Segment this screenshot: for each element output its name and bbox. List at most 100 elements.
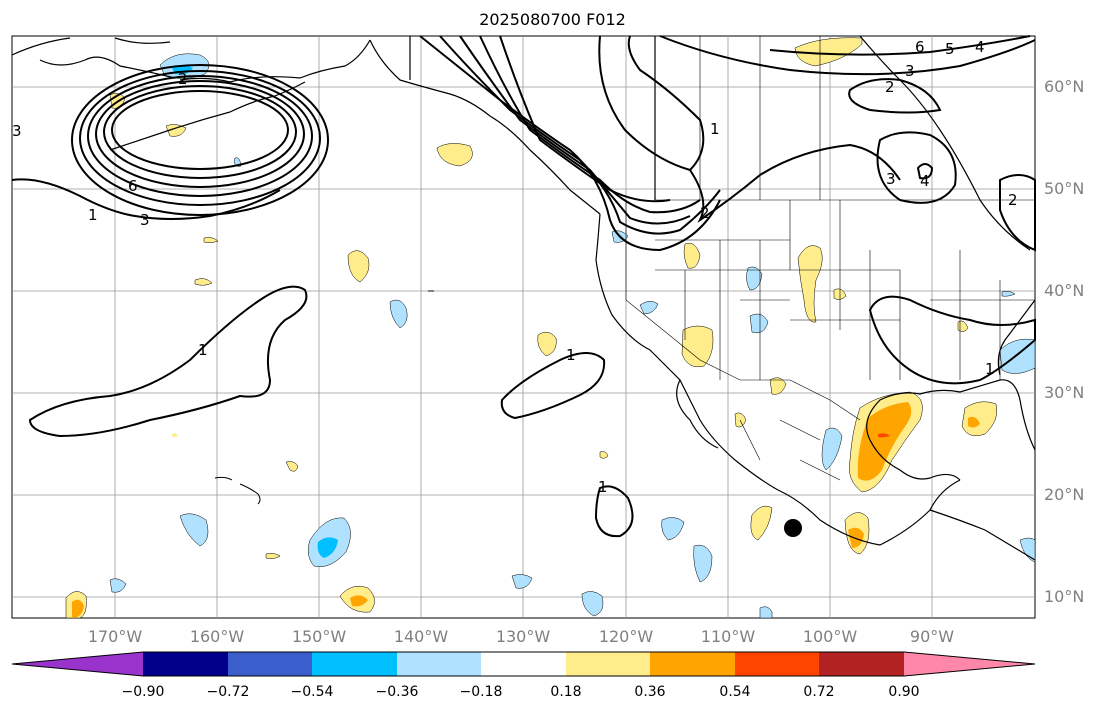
contour-trough-5 [499, 35, 671, 203]
colorbar [11, 651, 1036, 677]
contour-atlantic [999, 174, 1036, 252]
coast-siberia [11, 37, 171, 56]
shade-neg [1001, 291, 1016, 297]
islands [214, 290, 434, 505]
shade-pos [537, 331, 557, 357]
coast-alaska-gulf [369, 39, 601, 215]
shade-neg [661, 517, 685, 541]
lat-label: 20°N [1044, 485, 1085, 504]
coast-central-america [929, 509, 1036, 561]
shade-neg-core [317, 537, 338, 558]
contour-canada-2 [848, 78, 942, 114]
anomaly-shading [65, 37, 1036, 619]
shade-neg [749, 313, 769, 334]
contour-label: 3 [12, 122, 22, 140]
coast-alaska-west [179, 39, 371, 83]
colorbar-bin [650, 652, 735, 676]
contour-label: 6 [128, 177, 138, 195]
contour-2 [79, 70, 321, 206]
mexico-state-lines [739, 419, 841, 481]
colorbar-tick-label: 0.90 [888, 684, 920, 700]
coastlines [11, 35, 1036, 561]
colorbar-tick-label: 0.18 [550, 684, 582, 700]
shade-pos [203, 237, 219, 244]
colorbar-tick-label: −0.36 [375, 684, 419, 700]
colorbar-tick-label: −0.18 [459, 684, 503, 700]
shade-pos [172, 433, 178, 437]
contour-north-2 [769, 35, 1031, 56]
colorbar-tick-label: −0.72 [206, 684, 250, 700]
contour-label: 1 [198, 341, 208, 359]
border-us-mexico [625, 200, 861, 421]
graticule [12, 36, 1035, 618]
shade-pos [165, 124, 187, 137]
contour-label: 2 [1008, 191, 1018, 209]
contour-label: 2 [885, 78, 895, 96]
lon-label: 130°W [495, 627, 551, 646]
contour-trough-3 [459, 35, 691, 225]
coast-hudson [859, 35, 1031, 251]
lon-label: 110°W [700, 627, 756, 646]
shade-pos [194, 278, 213, 286]
contour-label: 4 [975, 38, 985, 56]
colorbar-tick-label: 0.54 [719, 684, 751, 700]
contour-label: 1 [88, 206, 98, 224]
colorbar-bin [143, 652, 228, 676]
shade-neg [639, 301, 659, 315]
contour-label: 5 [945, 40, 955, 58]
contour-north-1 [659, 35, 1036, 76]
shade-pos-core [848, 527, 864, 548]
contour-canada-high [876, 131, 957, 204]
contour-1 [71, 64, 329, 216]
shade-pos-core [350, 595, 368, 607]
shade-pos [347, 250, 370, 283]
contour-3 [87, 75, 313, 197]
colorbar-extend-high [904, 652, 1035, 676]
lon-label: 120°W [598, 627, 654, 646]
storm-center-marker [784, 519, 802, 537]
shade-neg [109, 578, 127, 593]
shade-pos-core [968, 416, 980, 428]
shade-pos [285, 461, 299, 472]
contour-ridge-1 [598, 35, 705, 172]
colorbar-outline [11, 651, 1036, 677]
colorbar-extend-low [12, 652, 143, 676]
contour-4 [95, 80, 305, 188]
contour-label: 1 [710, 120, 720, 138]
contour-pacific-low [28, 285, 308, 438]
lat-label: 60°N [1044, 77, 1085, 96]
border-canada-alaska [409, 36, 656, 200]
lat-label: 50°N [1044, 179, 1085, 198]
contour-label-group: 2 3 6 3 1 1 1 1 2 1 3 2 6 5 4 4 3 1 2 [12, 38, 1018, 496]
contour-label: 4 [920, 172, 930, 190]
shade-neg [511, 574, 533, 589]
contour-label: 1 [985, 360, 995, 378]
contour-small-low [594, 485, 634, 538]
lat-label: 30°N [1044, 383, 1085, 402]
contour-label: 3 [905, 62, 915, 80]
shade-neg [746, 266, 763, 291]
contour-label: 1 [566, 346, 576, 364]
shade-neg [389, 299, 408, 329]
contour-5 [103, 85, 297, 179]
shade-neg [821, 427, 843, 471]
contour-trough-4 [479, 35, 701, 214]
shade-neg [693, 544, 713, 583]
contour-canada-high-inner [916, 163, 934, 180]
contours [11, 35, 1036, 538]
lon-label: 170°W [87, 627, 143, 646]
shade-pos [797, 245, 823, 323]
lon-label: 100°W [802, 627, 858, 646]
coast-mexico-south [777, 479, 961, 546]
contour-subtropical [500, 352, 606, 420]
colorbar-bin [735, 652, 819, 676]
contour-label: 6 [915, 38, 925, 56]
colorbar-bin [312, 652, 397, 676]
contour-east-us [868, 295, 1036, 385]
contour-ridge-2 [689, 143, 901, 223]
shade-pos [750, 505, 773, 541]
shade-neg [759, 606, 773, 619]
coast-west-us [595, 213, 779, 491]
contour-label: 3 [140, 211, 150, 229]
map-title: 2025080700 F012 [479, 10, 626, 29]
